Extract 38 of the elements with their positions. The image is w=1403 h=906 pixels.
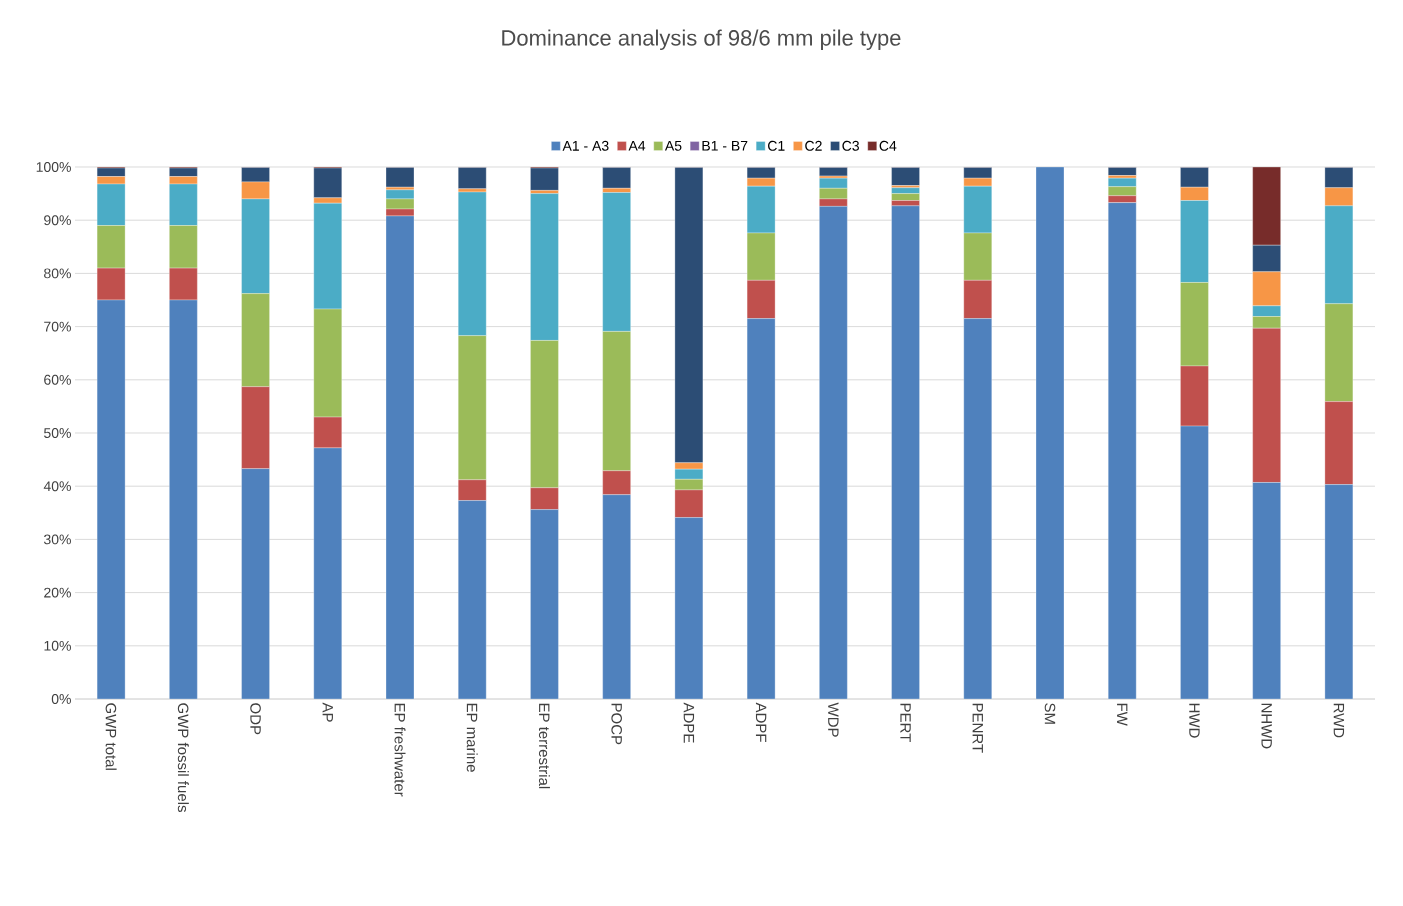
x-tick-label: POCP bbox=[611, 703, 622, 745]
x-tick-label: NHWD bbox=[1261, 703, 1272, 749]
x-tick-label: ADPF bbox=[755, 702, 767, 742]
x-tick-label: SM bbox=[1044, 703, 1056, 724]
x-tick-label: AP bbox=[322, 702, 333, 722]
x-tick-label: ADPE bbox=[683, 702, 695, 743]
legend-label: C3 bbox=[842, 140, 859, 151]
legend-label: A1 - A3 bbox=[562, 140, 609, 151]
y-tick-label: 20% bbox=[44, 587, 71, 598]
x-tick-label: WDP bbox=[828, 702, 839, 737]
y-tick-label: 50% bbox=[44, 428, 71, 438]
legend-label: C2 bbox=[805, 140, 822, 151]
legend-label: A4 bbox=[628, 140, 646, 151]
y-tick-label: 90% bbox=[44, 215, 71, 226]
y-tick-label: 70% bbox=[44, 321, 71, 332]
x-tick-label: EP marine bbox=[466, 703, 478, 772]
x-tick-label: HWD bbox=[1189, 703, 1200, 738]
y-tick-label: 0% bbox=[51, 694, 71, 704]
legend-label: A5 bbox=[664, 140, 682, 151]
y-tick-label: 40% bbox=[43, 481, 71, 492]
x-tick-label: GWP fossil fuels bbox=[177, 703, 189, 812]
y-tick-label: 80% bbox=[44, 268, 71, 279]
x-tick-label: EP terrestrial bbox=[538, 703, 550, 789]
x-tick-label: PENRT bbox=[972, 703, 983, 753]
x-tick-label: EP freshwater bbox=[394, 703, 406, 797]
y-tick-label: 10% bbox=[44, 640, 71, 651]
legend-label: B1 - B7 bbox=[702, 140, 748, 151]
y-tick-label: 100% bbox=[36, 162, 71, 172]
legend-label: C1 bbox=[768, 140, 785, 151]
x-tick-label: RWD bbox=[1333, 703, 1345, 738]
y-tick-label: 60% bbox=[44, 374, 71, 385]
x-tick-label: PERT bbox=[900, 703, 911, 742]
x-tick-label: FW bbox=[1117, 703, 1128, 726]
x-tick-label: GWP total bbox=[105, 703, 117, 770]
x-tick-label: ODP bbox=[250, 703, 261, 735]
y-tick-label: 30% bbox=[43, 534, 71, 545]
chart-title: Dominance analysis of 98/6 mm pile type bbox=[502, 29, 901, 51]
legend-label: C4 bbox=[879, 140, 897, 151]
